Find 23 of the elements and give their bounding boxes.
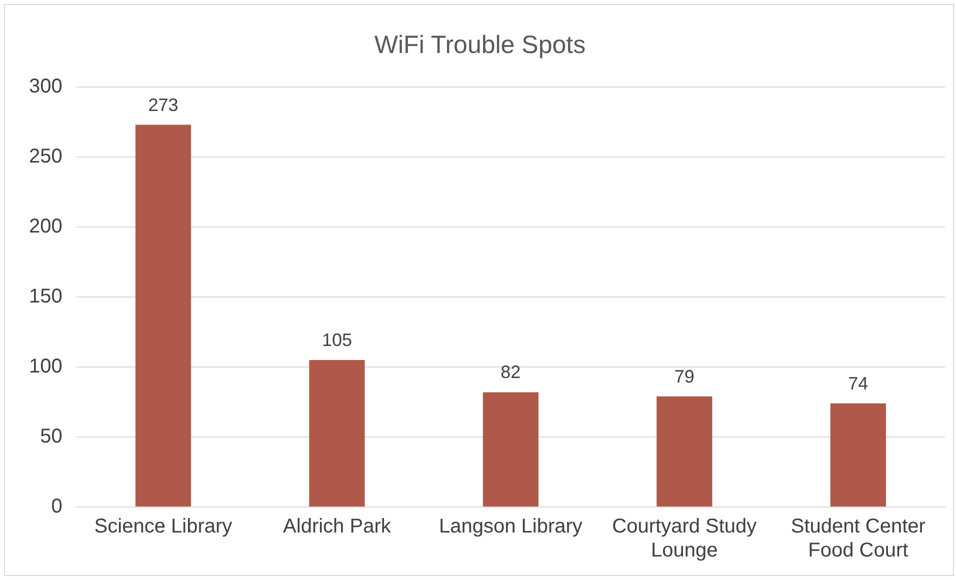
- x-tick-label: Science Library: [94, 516, 232, 538]
- x-tick-label: Langson Library: [438, 516, 582, 538]
- bar: [135, 124, 192, 506]
- chart-title: WiFi Trouble Spots: [374, 30, 586, 59]
- bar: [656, 396, 712, 506]
- bar: [830, 403, 886, 506]
- x-tick-label: Student Center Food Court: [790, 516, 926, 562]
- data-label: 82: [500, 362, 521, 382]
- y-tick-label: 100: [28, 356, 62, 378]
- data-label: 79: [674, 366, 694, 386]
- x-tick-label: Aldrich Park: [283, 516, 392, 538]
- data-label: 74: [848, 373, 868, 394]
- x-tick-label: Courtyard Study Lounge: [612, 516, 757, 562]
- y-tick-label: 50: [40, 426, 62, 448]
- y-tick-label: 300: [28, 76, 62, 98]
- y-tick-label: 150: [28, 286, 62, 308]
- y-tick-label: 200: [28, 216, 62, 238]
- data-label: 105: [322, 330, 352, 350]
- y-tick-label: 0: [51, 496, 62, 518]
- data-label: 273: [148, 94, 178, 115]
- bar: [309, 360, 365, 506]
- bar: [482, 392, 538, 506]
- y-tick-label: 250: [28, 146, 62, 168]
